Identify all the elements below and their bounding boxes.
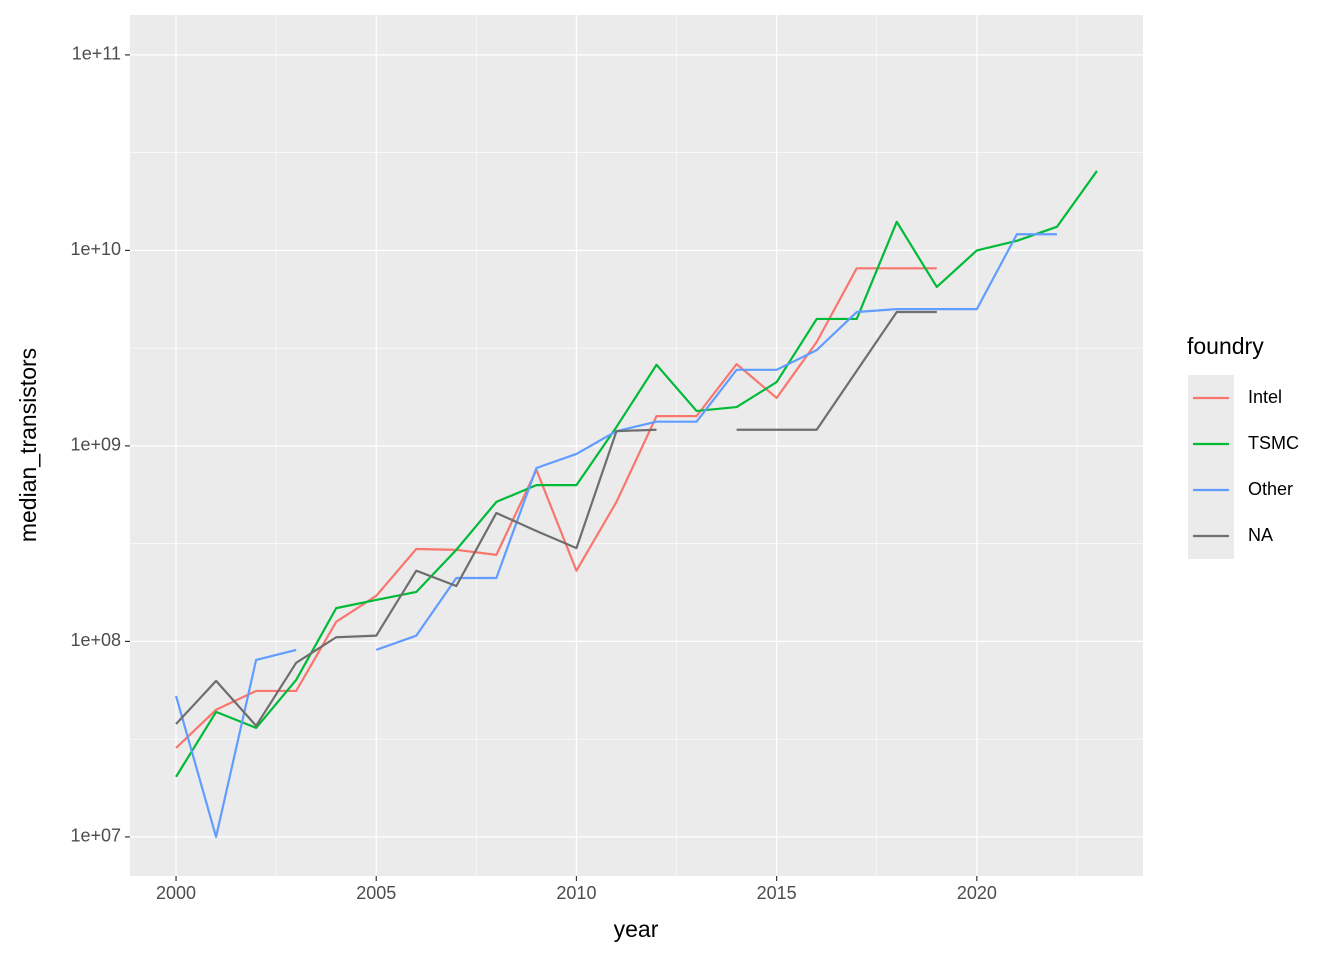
y-tick-label: 1e+09	[70, 435, 121, 455]
x-tick-label: 2020	[957, 883, 997, 903]
x-tick-label: 2010	[556, 883, 596, 903]
x-tick-label: 2015	[757, 883, 797, 903]
line-series	[174, 233, 1057, 839]
y-axis-title: median_transistors	[15, 348, 41, 542]
legend-label: NA	[1248, 525, 1273, 545]
x-axis-title: year	[614, 916, 659, 942]
line-series	[175, 170, 1098, 778]
line-series	[175, 310, 937, 727]
legend-label: Intel	[1248, 387, 1282, 407]
y-tick-label: 1e+10	[70, 239, 121, 259]
y-tick-label: 1e+11	[72, 44, 121, 64]
x-tick-label: 2005	[356, 883, 396, 903]
legend-label: Other	[1248, 479, 1293, 499]
legend-label: TSMC	[1248, 433, 1299, 453]
legend-title: foundry	[1187, 333, 1264, 359]
y-tick-label: 1e+07	[70, 826, 121, 846]
line-series	[175, 267, 937, 749]
y-tick-label: 1e+08	[70, 630, 121, 650]
x-tick-label: 2000	[156, 883, 196, 903]
